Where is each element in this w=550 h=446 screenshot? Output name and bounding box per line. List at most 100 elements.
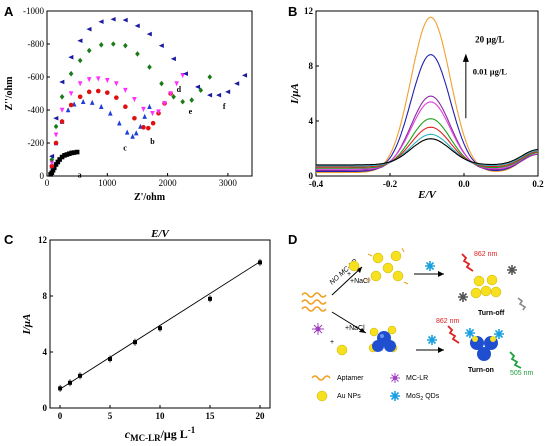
legend-au-label: Au NPs: [337, 393, 361, 400]
y-tick-label: -600: [28, 72, 45, 82]
data-point: [59, 94, 65, 100]
x-axis-label: Z'/ohm: [134, 192, 166, 203]
arrow-head: [438, 271, 444, 277]
au-np-icon: [336, 344, 348, 356]
mos2-qd-icon: [465, 328, 475, 338]
data-point: [59, 154, 65, 160]
data-point: [69, 150, 75, 156]
data-point: [86, 89, 92, 95]
mid-nacl-label: +NaCl: [345, 325, 365, 332]
data-point: [158, 326, 162, 331]
data-point: [50, 167, 56, 173]
panel-a-nyquist-plot: 0 1000 2000 3000 0 -200 -400 -600 -800 -1000 Z'/oh…: [4, 6, 253, 203]
data-point: [147, 103, 152, 109]
data-point: [68, 380, 72, 385]
data-point: [74, 149, 80, 155]
data-point: [77, 81, 83, 87]
y-tick-label: -200: [28, 138, 45, 148]
data-point: [53, 162, 59, 167]
data-point: [98, 42, 104, 48]
data-point: [123, 104, 128, 109]
data-point: [114, 81, 119, 87]
mos2-qd-icon: [494, 329, 504, 339]
data-point: [162, 101, 167, 107]
legend-mos2-text: MoS: [406, 393, 421, 400]
dpv-curve: [316, 16, 539, 174]
arrow-head: [359, 328, 366, 333]
data-point: [216, 92, 222, 98]
x-tick-label: 3000: [219, 178, 238, 188]
dpv-curve: [316, 118, 539, 169]
data-point: [146, 31, 152, 37]
x-tick-label: 2000: [159, 178, 178, 188]
x-tick-label: 20: [256, 411, 266, 421]
data-point: [141, 106, 146, 112]
turn-on-cluster: [470, 336, 498, 361]
data-point: [104, 78, 110, 84]
data-point: [80, 98, 86, 105]
data-point: [59, 79, 65, 85]
data-point: [77, 38, 83, 43]
data-point: [150, 120, 156, 126]
legend-mos2-tail: QDs: [425, 393, 440, 400]
y-tick-label: -800: [28, 39, 45, 49]
data-point: [147, 64, 152, 70]
data-point: [110, 16, 116, 22]
x-axis-label: cMC-LR/μg L-1: [125, 425, 196, 443]
series-label: b: [150, 137, 155, 146]
wavelength-862-mid: 862 nm: [436, 318, 460, 325]
data-point: [65, 107, 71, 113]
series-label: f: [223, 102, 226, 111]
turn-on-label: Turn-on: [468, 367, 494, 374]
data-point: [180, 98, 185, 105]
laser-zigzag-icon: [447, 325, 460, 344]
y-tick-label: 8: [43, 291, 48, 301]
data-point: [95, 76, 101, 82]
data-point: [77, 94, 83, 100]
aptamer-strand-icon: [301, 292, 327, 312]
data-point: [77, 57, 83, 64]
arrow-head: [438, 347, 444, 353]
top-nacl-label: +NaCl: [350, 278, 370, 285]
arrow-no-mclr: [331, 266, 363, 296]
data-point: [174, 81, 179, 87]
turn-off-label: Turn-off: [478, 310, 505, 317]
mclr-star-icon: [312, 323, 324, 335]
data-point: [142, 113, 147, 119]
data-point: [58, 386, 63, 391]
data-point: [234, 81, 240, 86]
data-point: [130, 133, 135, 139]
data-point: [59, 107, 65, 113]
data-point: [117, 120, 122, 126]
panel-c-top-label: E/V: [150, 228, 170, 240]
x-tick-label: 1000: [98, 178, 117, 188]
y-tick-label: 0: [43, 403, 48, 413]
wavelength-505: 505 nm: [510, 370, 534, 377]
legend-mos2-label: MoS2 QDs: [406, 393, 440, 402]
data-point: [132, 96, 137, 103]
data-point: [49, 153, 55, 159]
x-tick-label: 15: [206, 411, 216, 421]
x-tick-label: 0: [58, 411, 63, 421]
y-tick-label: 8: [309, 61, 314, 71]
annotation-top: 20 μg/L: [475, 35, 504, 45]
data-point: [182, 71, 188, 76]
mos2-qd-icon: [425, 261, 435, 271]
legend-mos2-icon: [390, 391, 400, 401]
data-point: [68, 102, 74, 108]
dpv-curve: [316, 101, 539, 170]
dpv-curve: [316, 133, 539, 167]
panel-d-scheme: NO MC-LR + +NaCl +NaCl + 862 nm: [301, 247, 534, 402]
data-point: [145, 125, 151, 131]
panel-a-axes-frame: [46, 10, 253, 177]
data-point: [95, 88, 101, 94]
data-point: [150, 111, 155, 117]
data-point: [104, 90, 110, 95]
data-point: [55, 159, 61, 165]
series-label: e: [189, 107, 193, 116]
data-point: [98, 19, 104, 25]
data-point: [122, 17, 128, 23]
y-tick-label: 4: [309, 116, 314, 126]
y-tick-label: 4: [43, 347, 48, 357]
series-label: c: [123, 143, 127, 152]
